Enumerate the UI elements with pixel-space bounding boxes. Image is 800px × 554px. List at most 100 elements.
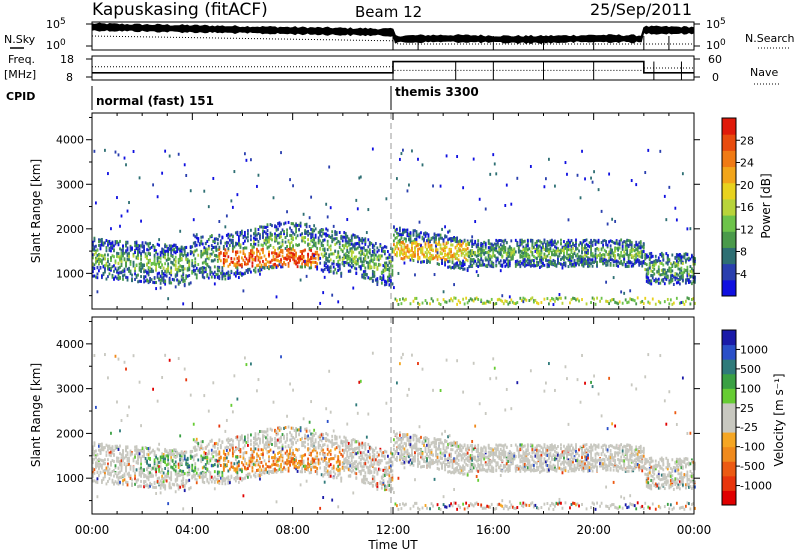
nave-label: Nave: [750, 66, 778, 79]
power-cell: [374, 263, 377, 267]
velocity-cell: [144, 480, 147, 484]
power-cell: [432, 248, 434, 252]
power-cell: [418, 243, 421, 247]
power-cell: [453, 283, 456, 287]
power-cell: [495, 242, 498, 246]
power-cell: [210, 270, 213, 274]
power-cell: [526, 248, 529, 252]
power-cell: [638, 261, 641, 265]
power-cell: [694, 280, 696, 284]
power-cell: [337, 262, 340, 266]
power-cell: [107, 267, 109, 271]
power-cell: [301, 252, 303, 256]
power-cell: [626, 301, 629, 305]
velocity-cell: [162, 471, 165, 475]
power-cell: [361, 239, 364, 243]
power-cell: [92, 253, 94, 257]
power-cell: [257, 243, 260, 247]
power-cell: [426, 301, 428, 305]
velocity-cell: [146, 467, 148, 471]
power-cell: [240, 232, 243, 236]
power-cell: [213, 275, 216, 279]
power-cell: [394, 253, 397, 257]
power-cell: [689, 274, 692, 278]
velocity-cell: [153, 460, 156, 464]
power-cell: [228, 276, 231, 280]
power-cell: [674, 276, 677, 280]
power-cell: [478, 247, 481, 251]
power-cell: [380, 271, 383, 275]
power-cell: [694, 301, 696, 305]
power-cell: [376, 277, 379, 281]
power-cell: [647, 255, 650, 259]
power-cell: [647, 148, 650, 152]
power-cell: [584, 244, 586, 248]
power-cell: [153, 262, 156, 266]
power-cell: [359, 246, 362, 250]
velocity-cell: [161, 483, 164, 487]
power-cell: [98, 252, 100, 256]
power-cell: [210, 259, 213, 263]
power-cell: [433, 236, 436, 240]
velocity-cell: [101, 463, 103, 467]
velocity-cell: [143, 468, 145, 472]
velocity-cell: [149, 481, 151, 485]
velocity-cell: [161, 477, 164, 481]
power-cell: [483, 252, 486, 256]
power-cell: [590, 251, 592, 255]
power-cell: [499, 253, 502, 257]
power-cell: [681, 271, 684, 275]
power-cell: [423, 232, 425, 236]
power-cell: [560, 238, 562, 242]
power-cell: [287, 261, 290, 265]
power-cell: [122, 247, 124, 251]
power-cell: [584, 259, 586, 263]
power-cell: [173, 263, 176, 267]
power-cell: [609, 251, 612, 255]
power-cell: [686, 268, 689, 272]
power-cell: [176, 278, 179, 282]
power-cell: [602, 259, 604, 263]
power-cell: [424, 299, 427, 303]
power-cell: [495, 259, 498, 263]
power-cell: [212, 250, 215, 254]
power-cell: [259, 236, 261, 240]
power-cell: [584, 250, 586, 254]
power-cell: [648, 301, 651, 305]
power-cell: [501, 239, 504, 243]
power-cell: [231, 244, 234, 248]
power-cell: [663, 268, 666, 272]
velocity-cell: [111, 459, 114, 463]
power-cell: [480, 258, 483, 262]
power-cell: [522, 259, 525, 263]
power-cell: [167, 269, 170, 273]
power-cell: [502, 246, 505, 250]
power-cell: [301, 236, 303, 240]
power-cell: [468, 250, 471, 254]
power-cell: [234, 262, 237, 266]
power-cell: [546, 297, 549, 301]
power-cell: [684, 258, 687, 262]
power-cell: [504, 248, 507, 252]
power-cell: [147, 248, 150, 252]
power-cell: [417, 254, 419, 258]
power-cell: [399, 157, 401, 161]
power-cell: [367, 266, 370, 270]
power-cell: [445, 154, 448, 158]
power-cell: [448, 259, 451, 263]
power-cell: [280, 258, 282, 262]
power-cell: [216, 254, 219, 258]
power-cell: [511, 250, 514, 254]
power-cell: [424, 243, 427, 247]
velocity-cell: [162, 453, 165, 457]
power-cell: [487, 241, 490, 245]
velocity-cell: [99, 458, 102, 462]
power-cell: [403, 247, 406, 251]
velocity-cell: [95, 463, 97, 467]
power-cell: [501, 299, 504, 303]
power-cell: [605, 258, 608, 262]
power-cell: [310, 236, 313, 240]
velocity-cell: [92, 457, 94, 461]
power-cell: [444, 258, 446, 262]
power-cell: [481, 250, 484, 254]
